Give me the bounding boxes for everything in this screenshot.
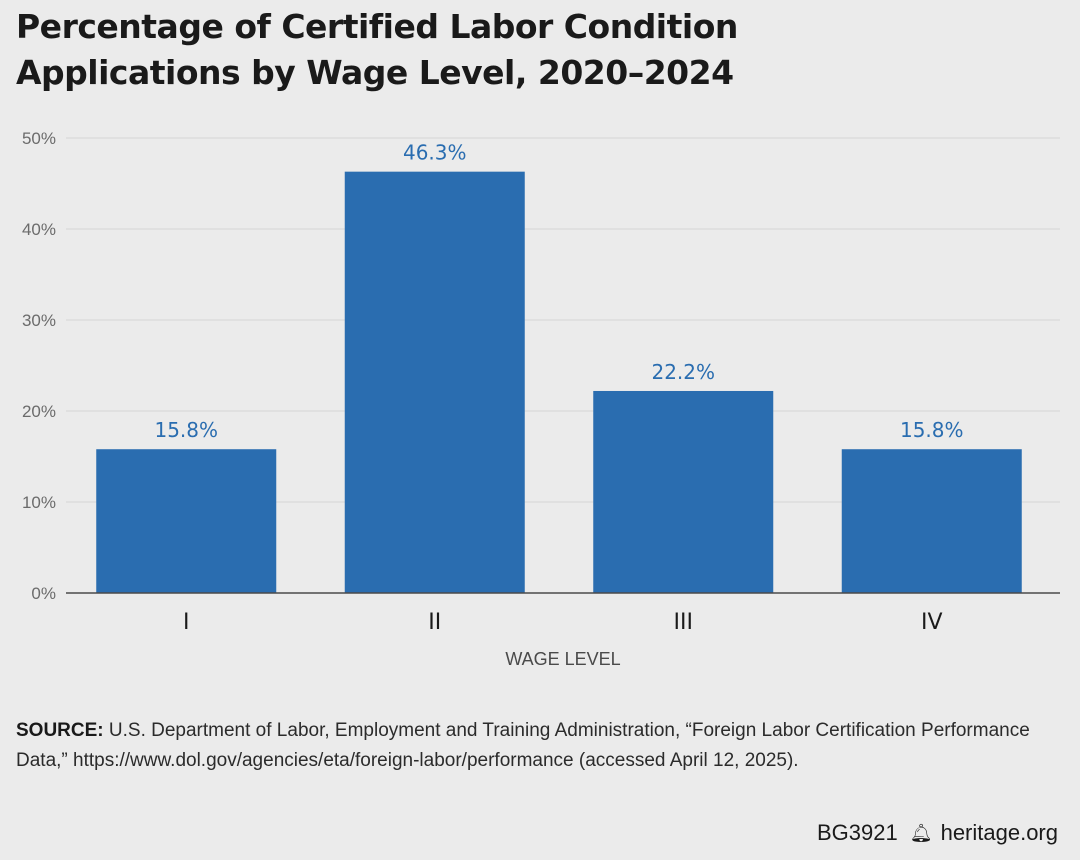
report-code: BG3921 — [816, 820, 898, 845]
bar — [841, 449, 1022, 593]
x-tick-label: II — [428, 610, 441, 635]
y-tick-label: 30% — [22, 311, 56, 330]
chart-title: Percentage of Certified Labor Condition … — [16, 4, 1056, 96]
y-tick-label: 0% — [31, 584, 56, 603]
bar-value-label: 22.2% — [651, 360, 715, 384]
y-tick-label: 40% — [22, 220, 56, 239]
bar-value-label: 15.8% — [900, 418, 964, 442]
x-tick-label: III — [674, 610, 693, 635]
bar-value-label: 46.3% — [403, 141, 467, 165]
bar — [344, 171, 525, 594]
x-tick-label: IV — [921, 610, 943, 635]
site-name: heritage.org — [940, 820, 1058, 845]
source-label: SOURCE: — [16, 720, 104, 741]
chart-title-line-2: Applications by Wage Level, 2020–2024 — [16, 53, 734, 92]
x-tick-label: I — [183, 610, 190, 635]
bar-chart: 0% 10% 20% 30% 40% 50% 15.8% I 46.3% II 22.2% III 15… — [22, 129, 1060, 669]
source-note: SOURCE: U.S. Department of Labor, Employ… — [16, 716, 1056, 776]
footer: BG3921 🔔︎ heritage.org — [817, 818, 1058, 848]
bar — [593, 390, 774, 593]
y-tick-label: 10% — [22, 493, 56, 512]
liberty-bell-icon: 🔔︎ — [909, 823, 933, 843]
bar — [96, 449, 277, 593]
x-axis-title: WAGE LEVEL — [505, 649, 620, 669]
source-text: U.S. Department of Labor, Employment and… — [16, 720, 1030, 771]
y-tick-label: 50% — [22, 129, 56, 148]
chart-title-line-1: Percentage of Certified Labor Condition — [16, 7, 738, 46]
bar-value-label: 15.8% — [154, 418, 218, 442]
y-tick-label: 20% — [22, 402, 56, 421]
